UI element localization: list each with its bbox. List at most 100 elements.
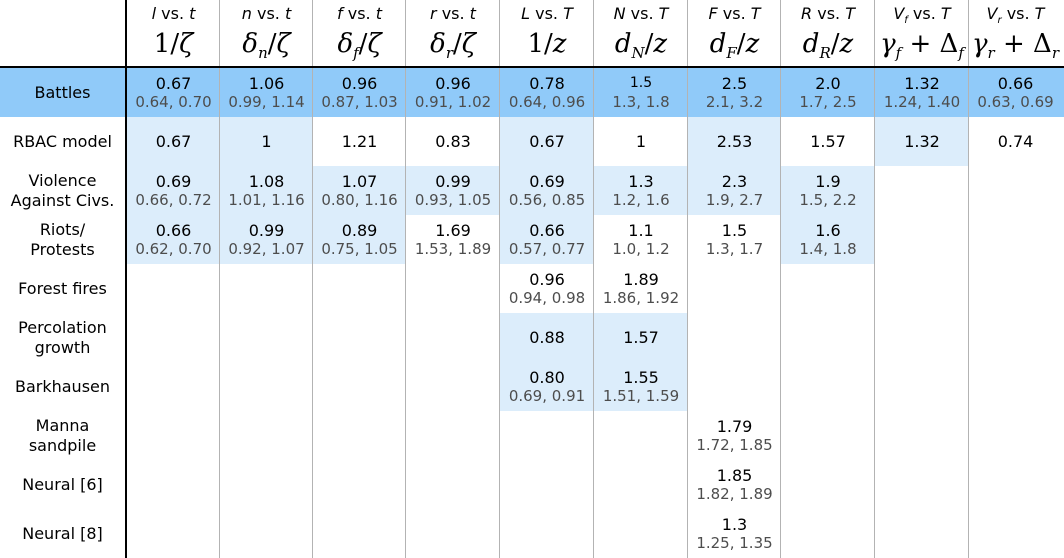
confidence-interval: 0.64, 0.70 — [135, 93, 212, 111]
confidence-interval: 1.2, 1.6 — [612, 191, 670, 209]
table-cell: 2.5 2.1, 3.2 — [688, 68, 781, 117]
column-divider — [499, 0, 500, 558]
cell-value: 1.21 — [341, 132, 378, 151]
cell-value: 1.32 — [904, 74, 940, 93]
column-divider — [780, 0, 781, 558]
cell-value: 1.85 — [716, 466, 753, 485]
cell-value: 0.88 — [529, 328, 565, 347]
confidence-interval: 0.64, 0.96 — [508, 93, 586, 111]
column-header-c1: l vs. t 1/ζ — [127, 0, 220, 66]
row-label: Neural [8] — [22, 523, 103, 543]
table-cell: 1.5 1.3, 1.7 — [688, 215, 781, 264]
confidence-interval: 0.80, 1.16 — [321, 191, 398, 209]
confidence-interval: 0.63, 0.69 — [977, 93, 1054, 111]
table-cell: 0.78 0.64, 0.96 — [500, 68, 594, 117]
row-label: Manna sandpile — [28, 415, 97, 455]
table-cell: 1.85 1.82, 1.89 — [688, 460, 781, 509]
table-cell: 1.55 1.51, 1.59 — [594, 362, 688, 411]
cell-value: 1.89 — [623, 270, 659, 289]
cell-value: 0.67 — [155, 74, 192, 93]
cell-value: 0.96 — [341, 74, 378, 93]
column-header-title: L vs. T — [521, 4, 573, 23]
cell-value: 0.66 — [529, 221, 565, 240]
confidence-interval: 1.72, 1.85 — [696, 436, 773, 454]
cell-shade — [688, 166, 781, 215]
confidence-interval: 1.25, 1.35 — [696, 534, 773, 552]
confidence-interval: 1.0, 1.2 — [612, 240, 670, 258]
column-header-title: l vs. t — [151, 4, 196, 23]
confidence-interval: 0.99, 1.14 — [228, 93, 305, 111]
label-column-divider — [125, 0, 127, 558]
column-header-formula: γr + Δr — [972, 29, 1059, 62]
column-header-formula: γf + Δf — [880, 29, 964, 62]
cell-value: 1 — [261, 132, 272, 151]
column-header-title: n vs. t — [241, 4, 292, 23]
confidence-interval: 1.86, 1.92 — [602, 289, 680, 307]
table-cell: 1.57 — [781, 117, 875, 166]
cell-value: 1.5 — [721, 221, 748, 240]
cell-value: 0.67 — [529, 132, 565, 151]
cell-shade — [127, 166, 220, 215]
cell-value: 0.99 — [248, 221, 285, 240]
row-label: Riots/Protests — [30, 219, 95, 259]
table-cell: 0.88 — [500, 313, 594, 362]
table-cell: 0.96 0.87, 1.03 — [313, 68, 406, 117]
row-label: Violence Against Civs. — [10, 170, 115, 210]
cell-value: 2.5 — [721, 74, 748, 93]
cell-value: 1.57 — [810, 132, 846, 151]
confidence-interval: 1.3, 1.7 — [705, 240, 764, 258]
cell-value: 0.96 — [435, 74, 471, 93]
cell-shade — [594, 362, 688, 411]
confidence-interval: 1.7, 2.5 — [799, 93, 857, 111]
table-cell: 1.32 1.24, 1.40 — [875, 68, 969, 117]
confidence-interval: 0.57, 0.77 — [508, 240, 586, 258]
confidence-interval: 1.4, 1.8 — [799, 240, 857, 258]
column-header-formula: δr/ζ — [430, 29, 476, 62]
confidence-interval: 0.93, 1.05 — [414, 191, 492, 209]
confidence-interval: 0.69, 0.91 — [508, 387, 586, 405]
cell-value: 1.55 — [623, 368, 659, 387]
column-divider — [874, 0, 875, 558]
cell-value: 0.78 — [529, 74, 565, 93]
cell-shade — [220, 117, 313, 166]
table-cell: 0.66 0.62, 0.70 — [127, 215, 220, 264]
column-header-formula: δn/ζ — [242, 29, 291, 62]
confidence-interval: 1.01, 1.16 — [228, 191, 305, 209]
confidence-interval: 0.91, 1.02 — [414, 93, 492, 111]
cell-value: 0.66 — [155, 221, 192, 240]
cell-value: 1.79 — [716, 417, 753, 436]
table-cell: 0.66 0.63, 0.69 — [969, 68, 1062, 117]
confidence-interval: 1.9, 2.7 — [705, 191, 764, 209]
table-cell: 0.96 0.91, 1.02 — [406, 68, 500, 117]
cell-shade — [406, 166, 500, 215]
cell-value: 0.74 — [997, 132, 1034, 151]
table-cell: 1 — [220, 117, 313, 166]
column-header-formula: 1/ζ — [153, 29, 194, 59]
row-label: Neural [6] — [22, 474, 103, 494]
column-header-c2: n vs. t δn/ζ — [220, 0, 313, 66]
cell-value: 1.32 — [904, 132, 940, 151]
row-label: Forest fires — [18, 278, 107, 298]
column-header-formula: dF/z — [709, 29, 760, 62]
cell-shade — [781, 215, 875, 264]
cell-shade — [127, 117, 220, 166]
table-cell: 2.0 1.7, 2.5 — [781, 68, 875, 117]
cell-value: 2.0 — [815, 74, 841, 93]
cell-value: 0.69 — [529, 172, 565, 191]
table-cell: 1.5 1.3, 1.8 — [594, 68, 688, 117]
row-label: RBAC model — [13, 131, 112, 151]
column-header-formula: dR/z — [802, 29, 854, 62]
cell-value: 0.80 — [529, 368, 565, 387]
table-cell: 1.21 — [313, 117, 406, 166]
cell-shade — [313, 215, 406, 264]
column-header-c8: R vs. T dR/z — [781, 0, 875, 66]
cell-shade — [875, 117, 969, 166]
confidence-interval: 1.82, 1.89 — [696, 485, 773, 503]
cell-value: 1.6 — [815, 221, 841, 240]
table-cell: 1.1 1.0, 1.2 — [594, 215, 688, 264]
table-cell: 0.83 — [406, 117, 500, 166]
column-header-title: N vs. T — [613, 4, 669, 23]
confidence-interval: 0.56, 0.85 — [508, 191, 586, 209]
cell-value: 1.3 — [628, 172, 654, 191]
cell-value: 0.96 — [529, 270, 565, 289]
